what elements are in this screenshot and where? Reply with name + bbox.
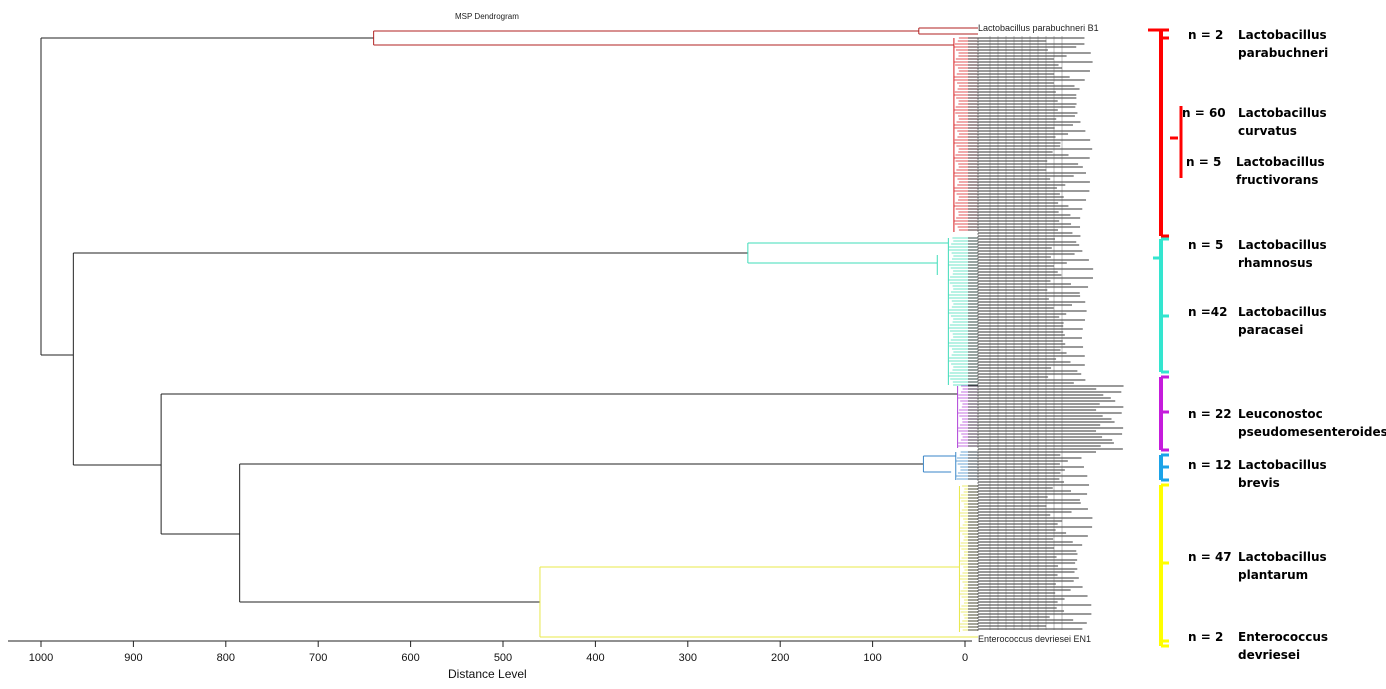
x-tick-label: 600 — [401, 652, 419, 664]
dendrogram-tree — [40, 27, 978, 638]
group-name-line2: brevis — [1238, 476, 1280, 490]
group-name-line2: parabuchneri — [1238, 46, 1328, 60]
group-name-line1: Lactobacillus — [1238, 28, 1327, 42]
group-count: n = 60 — [1182, 106, 1226, 120]
group-count: n = 12 — [1188, 458, 1232, 472]
leaf-label-first: Lactobacillus parabuchneri B1 — [978, 23, 1099, 33]
x-axis-label: Distance Level — [448, 667, 527, 681]
group-name-line2: fructivorans — [1236, 173, 1318, 187]
group-annotations: n = 2 Lactobacillus parabuchneri n = 60 Lact… — [1148, 28, 1386, 662]
group-name-line1: Enterococcus — [1238, 630, 1328, 644]
group-name-line2: devriesei — [1238, 648, 1300, 662]
chart-title: MSP Dendrogram — [455, 12, 519, 21]
group-name-line2: plantarum — [1238, 568, 1308, 582]
x-tick-label: 200 — [771, 652, 789, 664]
x-axis: 1000 900 800 700 600 500 400 300 200 100 0 Distanc… — [8, 640, 972, 681]
group-name-line1: Leuconostoc — [1238, 407, 1323, 421]
x-tick-label: 100 — [863, 652, 881, 664]
group-name-line1: Lactobacillus — [1238, 458, 1327, 472]
x-tick-label: 1000 — [29, 652, 53, 664]
group-count: n = 5 — [1188, 238, 1223, 252]
group-name-line1: Lactobacillus — [1238, 238, 1327, 252]
x-tick-label: 400 — [586, 652, 604, 664]
x-tick-label: 700 — [309, 652, 327, 664]
group-name-line2: curvatus — [1238, 124, 1297, 138]
leaf-label-last: Enterococcus devriesei EN1 — [978, 634, 1091, 644]
x-axis-ticks: 1000 900 800 700 600 500 400 300 200 100 0 — [29, 641, 968, 664]
group-count: n = 47 — [1188, 550, 1232, 564]
group-name-line2: rhamnosus — [1238, 256, 1313, 270]
group-name-line2: pseudomesenteroides — [1238, 425, 1386, 439]
group-count: n = 2 — [1188, 630, 1223, 644]
x-tick-label: 0 — [962, 652, 968, 664]
group-name-line1: Lactobacillus — [1236, 155, 1325, 169]
group-name-line1: Lactobacillus — [1238, 106, 1327, 120]
leaf-label-backdrop — [978, 36, 1068, 630]
group-count: n = 22 — [1188, 407, 1232, 421]
leaf-label-column — [977, 36, 1124, 631]
group-count: n =42 — [1188, 305, 1227, 319]
x-tick-label: 800 — [217, 652, 235, 664]
group-count: n = 5 — [1186, 155, 1221, 169]
x-tick-label: 300 — [679, 652, 697, 664]
x-tick-label: 900 — [124, 652, 142, 664]
x-tick-label: 500 — [494, 652, 512, 664]
group-name-line1: Lactobacillus — [1238, 305, 1327, 319]
group-name-line2: paracasei — [1238, 323, 1303, 337]
group-count: n = 2 — [1188, 28, 1223, 42]
group-name-line1: Lactobacillus — [1238, 550, 1327, 564]
